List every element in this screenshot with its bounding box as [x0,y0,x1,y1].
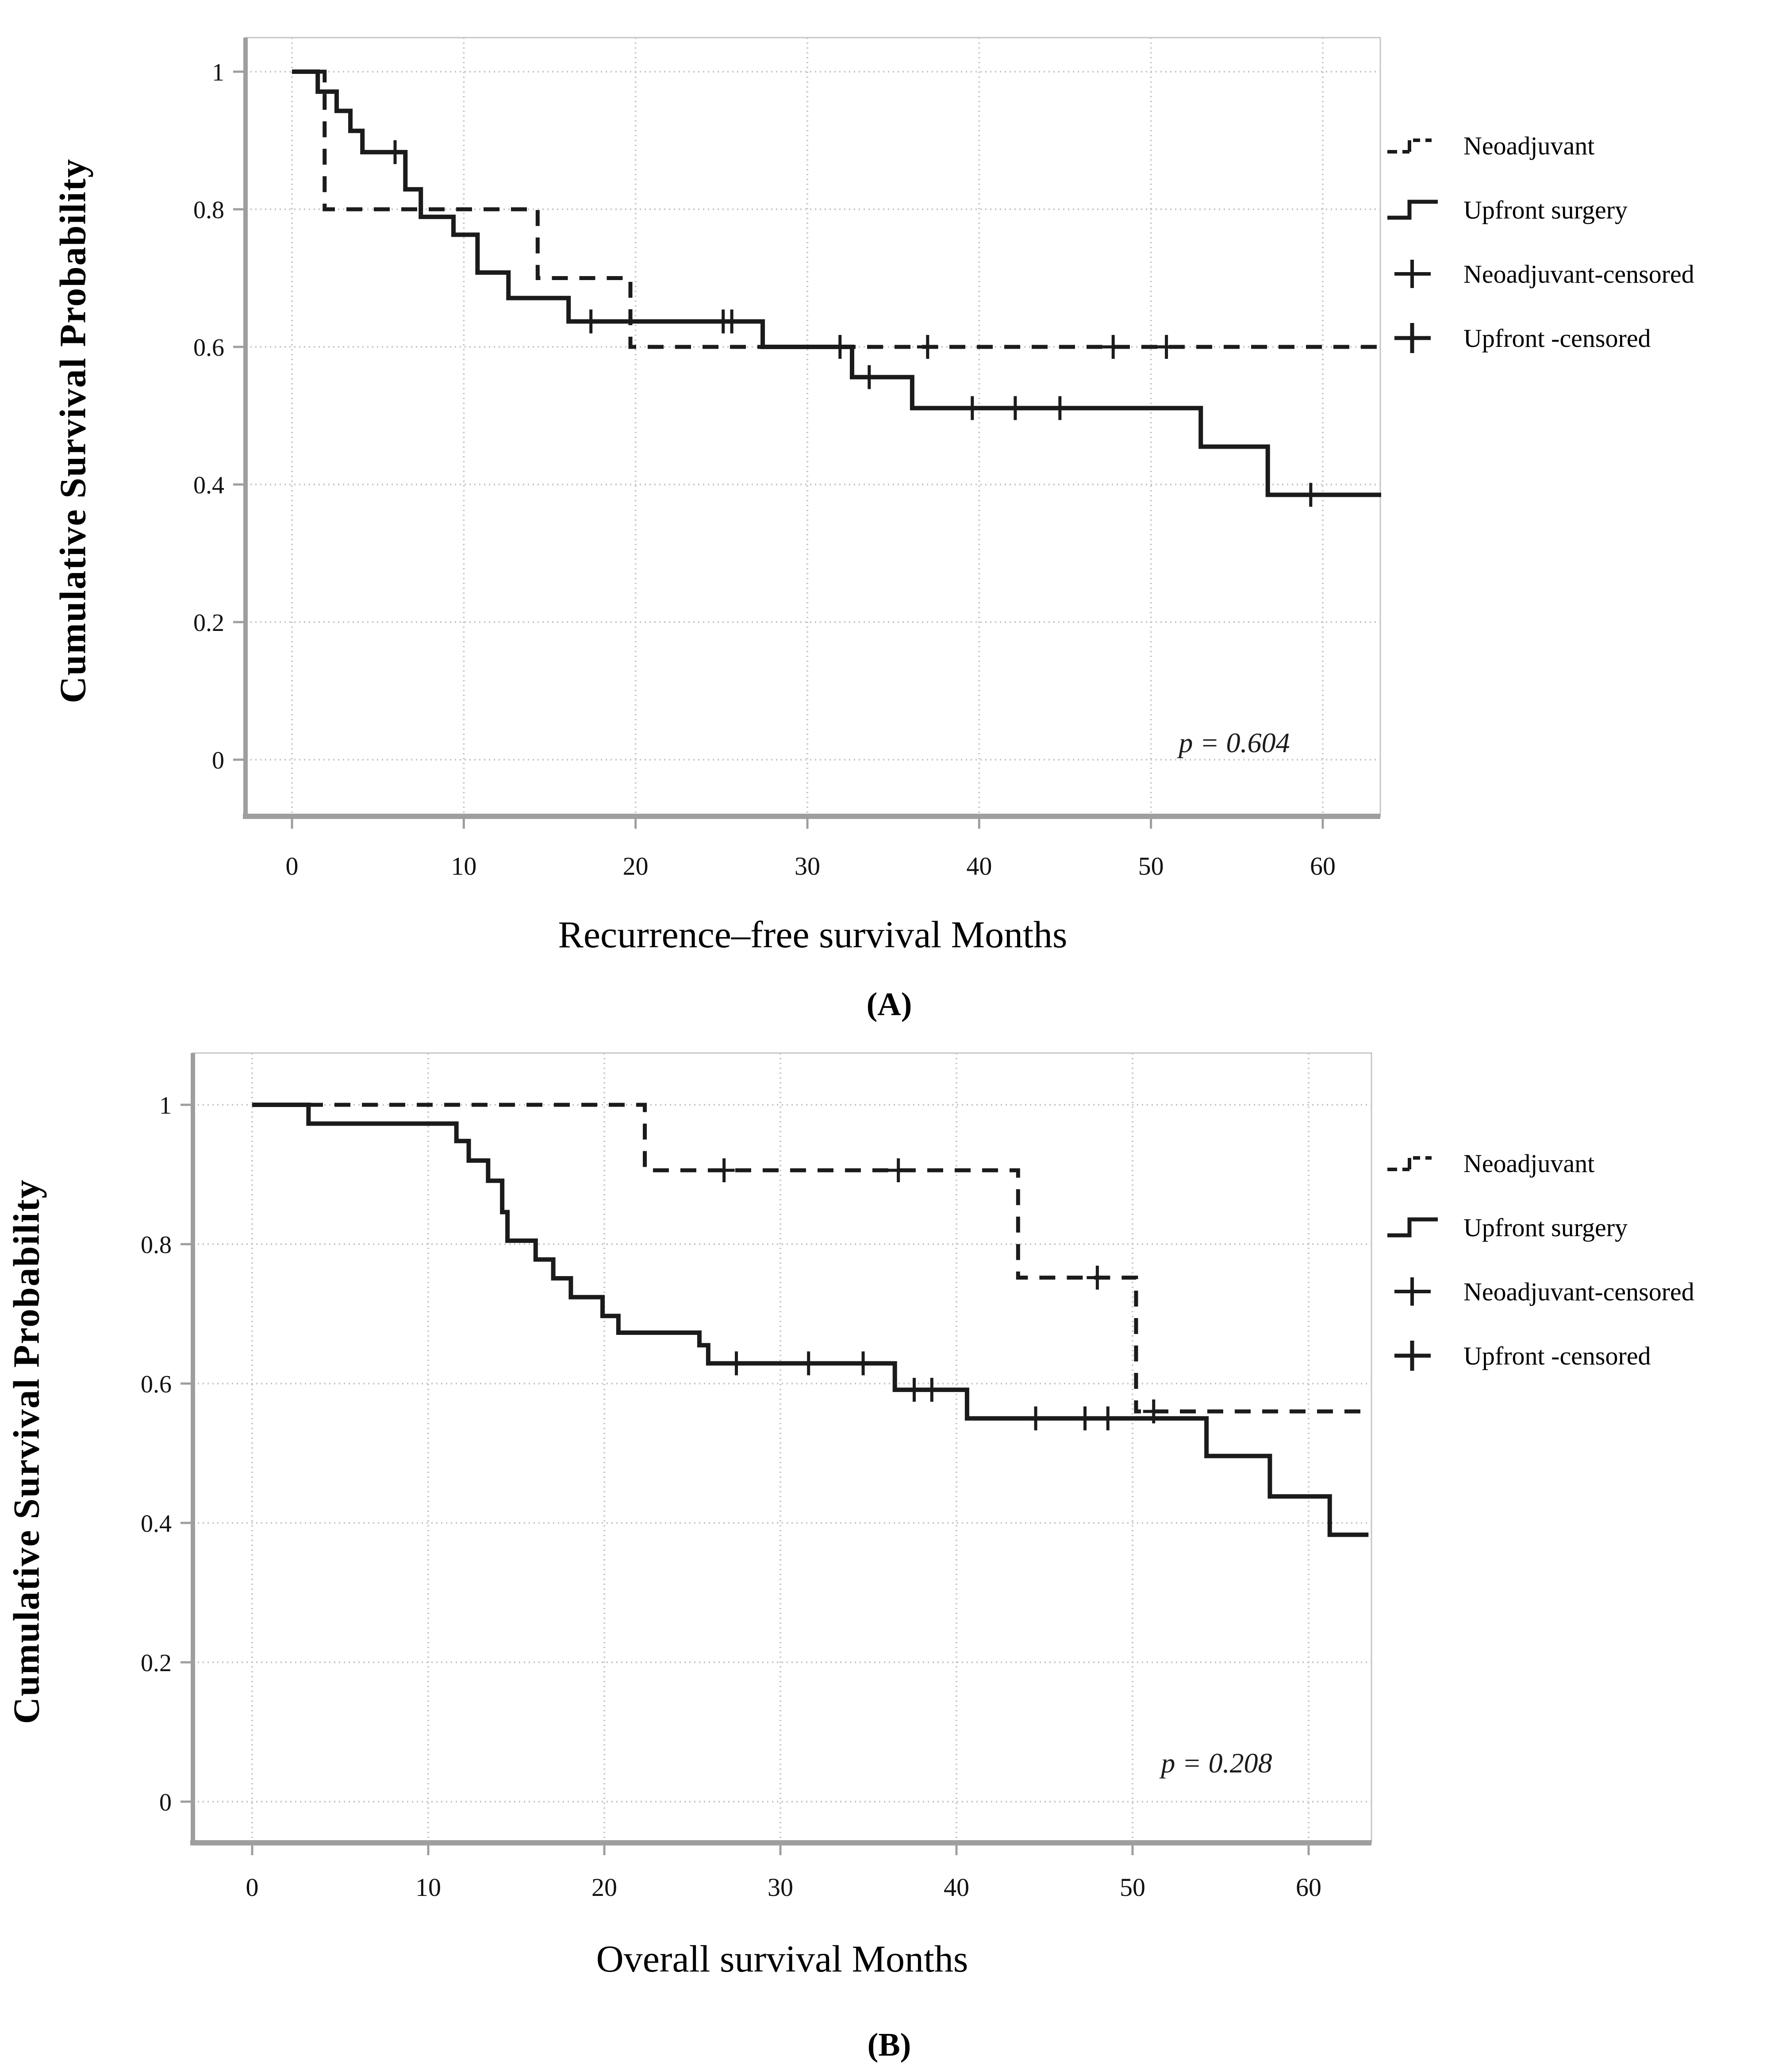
x-tick-label: 60 [1296,1873,1321,1902]
legend-b: Neoadjuvant Upfront surgery Neoadjuvant-… [1385,1144,1694,1400]
p-value-a: p = 0.604 [1179,727,1290,758]
neoadjuvant-curve [292,69,1382,349]
upfront-censored-mark [1097,1406,1119,1430]
chart-a-canvas: 0 10 20 30 40 50 60 1 0.8 0.6 0.4 0.2 0 [193,37,1382,880]
upfront-censored-mark [961,396,983,420]
panel-letter-a: (A) [866,986,912,1023]
legend-item-upfront-censored: Upfront -censored [1385,1336,1694,1376]
upfront-censored-mark [580,309,602,334]
dashed-step-line-icon [1387,138,1432,154]
neoadjuvant-censored-mark [917,335,938,359]
legend-item-neoadjuvant-censored: Neoadjuvant-censored [1385,254,1694,294]
upfront-surgery-curve [292,69,1382,497]
y-tick-label: 1 [212,59,224,86]
y-tick-label: 0 [212,747,224,774]
upfront-censored-mark [1300,483,1321,507]
upfront-censored-mark [1025,1406,1047,1430]
y-tick-label: 0.4 [141,1510,172,1538]
plot-frame [192,1052,1372,1844]
y-tick-label: 1 [159,1092,172,1119]
legend-item-label: Neoadjuvant-censored [1463,260,1694,288]
plus-icon [1394,1277,1431,1306]
dashed-step-line-icon [1387,1156,1432,1171]
y-tick-label: 0.2 [193,609,224,637]
upfront-censored-mark [829,335,851,359]
y-axis-title-b: Cumulative Survival Probability [6,1179,47,1724]
legend-item-label: Upfront -censored [1463,1342,1651,1370]
x-tick-label: 0 [286,852,299,880]
y-tick-label: 0.6 [193,334,224,361]
y-tick-label: 0.8 [193,196,224,224]
neoadjuvant-censored-mark [1156,335,1177,359]
y-axis-title-a: Cumulative Survival Probability [52,158,94,703]
y-tick-label: 0 [159,1789,172,1816]
x-tick-label: 60 [1310,852,1336,880]
upfront-censored-mark [1049,396,1071,420]
neoadjuvant-curve [252,1103,1369,1414]
y-tick-label: 0.8 [141,1231,172,1259]
panel-letter-b: (B) [867,2027,911,2063]
legend-item-label: Upfront surgery [1463,1213,1628,1242]
upfront-censored-mark [1074,1406,1096,1430]
upfront-surgery-curve [252,1103,1369,1537]
chart-b-canvas: 0 10 20 30 40 50 60 1 0.8 0.6 0.4 0.2 0 [141,1052,1372,1902]
neoadjuvant-censored-mark [1102,335,1124,359]
x-tick-label: 10 [415,1873,441,1902]
y-tick-label: 0.2 [141,1649,172,1677]
upfront-censored-mark [853,1351,874,1376]
p-value-b: p = 0.208 [1161,1747,1272,1779]
upfront-censored-mark [798,1351,819,1376]
legend-item-neoadjuvant-censored: Neoadjuvant-censored [1385,1272,1694,1312]
neoadjuvant-censored-mark [713,1158,735,1183]
upfront-censored-mark [1004,396,1026,420]
neoadjuvant-censored-mark [1143,1399,1164,1423]
x-tick-label: 40 [944,1873,969,1902]
legend-item-neoadjuvant: Neoadjuvant [1385,1144,1694,1184]
x-tick-label: 0 [246,1873,259,1902]
plus-icon [1394,260,1431,288]
x-tick-label: 10 [451,852,476,880]
y-tick-label: 0.6 [141,1371,172,1398]
x-tick-label: 30 [795,852,820,880]
legend-item-label: Neoadjuvant [1463,1149,1595,1178]
x-tick-label: 40 [966,852,992,880]
plot-frame [245,37,1381,817]
solid-step-line-icon [1387,200,1438,220]
y-tick-label: 0.4 [193,472,224,499]
legend-item-upfront-surgery: Upfront surgery [1385,190,1694,230]
x-tick-label: 20 [591,1873,617,1902]
legend-item-upfront-surgery: Upfront surgery [1385,1208,1694,1248]
legend-item-upfront-censored: Upfront -censored [1385,319,1694,358]
x-axis-title-b: Overall survival Months [596,1937,968,1980]
neoadjuvant-censored-mark [1087,1265,1108,1290]
upfront-censored-mark [726,1351,747,1376]
x-tick-label: 50 [1138,852,1164,880]
upfront-censored-mark [858,365,880,389]
legend-item-neoadjuvant: Neoadjuvant [1385,126,1694,166]
neoadjuvant-censored-mark [887,1158,909,1183]
plus-icon [1394,323,1431,353]
x-tick-label: 20 [623,852,649,880]
upfront-censored-mark [721,309,743,334]
legend-item-label: Neoadjuvant-censored [1463,1277,1694,1306]
upfront-censored-mark [921,1378,943,1402]
legend-item-label: Upfront surgery [1463,196,1628,224]
x-tick-label: 30 [768,1873,793,1902]
upfront-censored-mark [384,140,406,164]
legend-item-label: Upfront -censored [1463,324,1651,353]
x-axis-title-a: Recurrence–free survival Months [558,913,1068,956]
x-tick-label: 50 [1120,1873,1145,1902]
solid-step-line-icon [1387,1217,1438,1238]
legend-a: Neoadjuvant Upfront surgery Neoadjuvant-… [1385,126,1694,383]
plus-icon [1394,1341,1431,1371]
legend-item-label: Neoadjuvant [1463,131,1595,160]
